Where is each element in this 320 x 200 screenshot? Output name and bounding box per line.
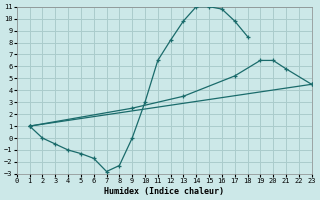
X-axis label: Humidex (Indice chaleur): Humidex (Indice chaleur) bbox=[104, 187, 224, 196]
